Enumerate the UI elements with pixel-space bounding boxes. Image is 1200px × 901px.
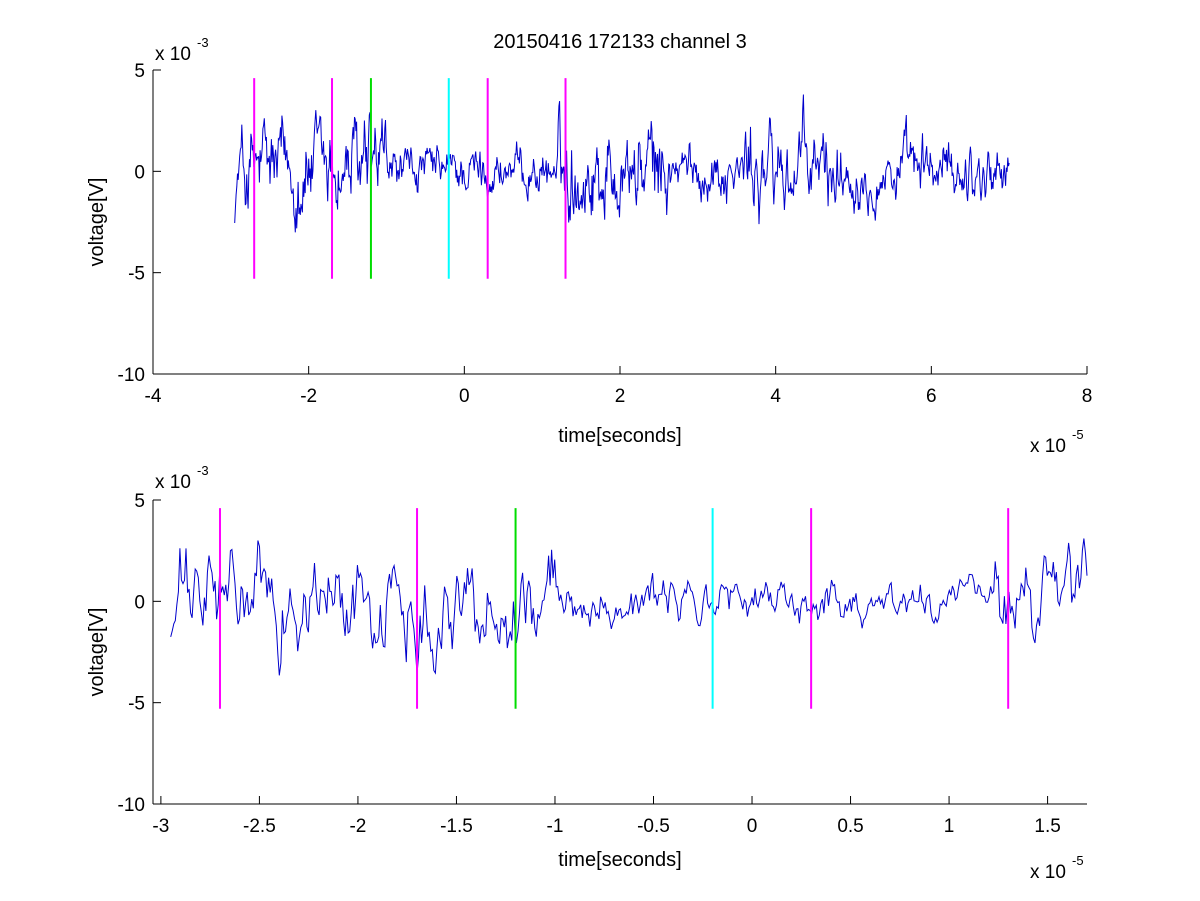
bottom-x-exponent-base: x 10: [1030, 862, 1066, 883]
top-x-tick-label: 2: [615, 386, 626, 407]
bottom-x-tick-label: -2.5: [243, 816, 276, 837]
bottom-x-tick-label: -1.5: [440, 816, 473, 837]
top-x-tick-label: -4: [145, 386, 162, 407]
bottom-x-tick-label: 0.5: [837, 816, 863, 837]
bottom-y-exponent-power: -3: [197, 463, 209, 478]
bottom-x-tick-label: 1.5: [1034, 816, 1060, 837]
bottom-y-tick-label: 5: [134, 491, 145, 512]
top-y-exponent-base: x 10: [155, 44, 191, 65]
top-signal-line: [234, 94, 1010, 233]
bottom-y-exponent: x 10 -3: [155, 463, 209, 493]
top-y-exponent-power: -3: [197, 35, 209, 50]
top-x-tick-label: -2: [300, 386, 317, 407]
bottom-y-tick-label: -10: [118, 795, 145, 816]
top-y-exponent: x 10 -3: [155, 35, 209, 65]
top-ylabel: voltage[V]: [86, 178, 108, 267]
bottom-x-exponent: x 10 -5: [1030, 853, 1084, 883]
bottom-plot-area: -3 -2.5 -2 -1.5 -1 -0.5 0 0.5 1 1.5 -10 -5 0 5: [118, 491, 1088, 837]
top-x-tick-label: 4: [770, 386, 781, 407]
bottom-x-tick-label: 1: [944, 816, 955, 837]
bottom-x-tick-label: -3: [152, 816, 169, 837]
bottom-x-tick-label: -0.5: [637, 816, 670, 837]
top-y-tick-label: -10: [118, 365, 145, 386]
chart-title: 20150416 172133 channel 3: [493, 31, 747, 53]
top-y-tick-label: -5: [128, 264, 145, 285]
bottom-y-tick-label: 0: [134, 592, 145, 613]
top-x-tick-label: 8: [1082, 386, 1093, 407]
bottom-y-tick-label: -5: [128, 694, 145, 715]
top-xlabel: time[seconds]: [558, 425, 681, 447]
bottom-xlabel: time[seconds]: [558, 849, 681, 871]
top-subplot: -4 -2 0 2 4 6 8 -10 -5 0 5 time[seconds] voltage[V…: [86, 35, 1092, 457]
bottom-subplot: -3 -2.5 -2 -1.5 -1 -0.5 0 0.5 1 1.5 -10 -5 0 5 time[s…: [86, 463, 1088, 883]
bottom-y-exponent-base: x 10: [155, 472, 191, 493]
bottom-x-exponent-power: -5: [1072, 853, 1084, 868]
top-plot-area: -4 -2 0 2 4 6 8 -10 -5 0 5: [118, 61, 1093, 407]
bottom-x-tick-label: 0: [747, 816, 758, 837]
top-y-tick-label: 0: [134, 162, 145, 183]
bottom-signal-line: [170, 538, 1088, 676]
top-x-tick-label: 0: [459, 386, 470, 407]
bottom-ylabel: voltage[V]: [86, 608, 108, 697]
top-x-exponent: x 10 -5: [1030, 427, 1084, 457]
top-y-tick-label: 5: [134, 61, 145, 82]
top-x-tick-label: 6: [926, 386, 937, 407]
bottom-x-tick-label: -1: [547, 816, 564, 837]
bottom-x-tick-label: -2: [349, 816, 366, 837]
top-x-exponent-power: -5: [1072, 427, 1084, 442]
top-x-exponent-base: x 10: [1030, 436, 1066, 457]
